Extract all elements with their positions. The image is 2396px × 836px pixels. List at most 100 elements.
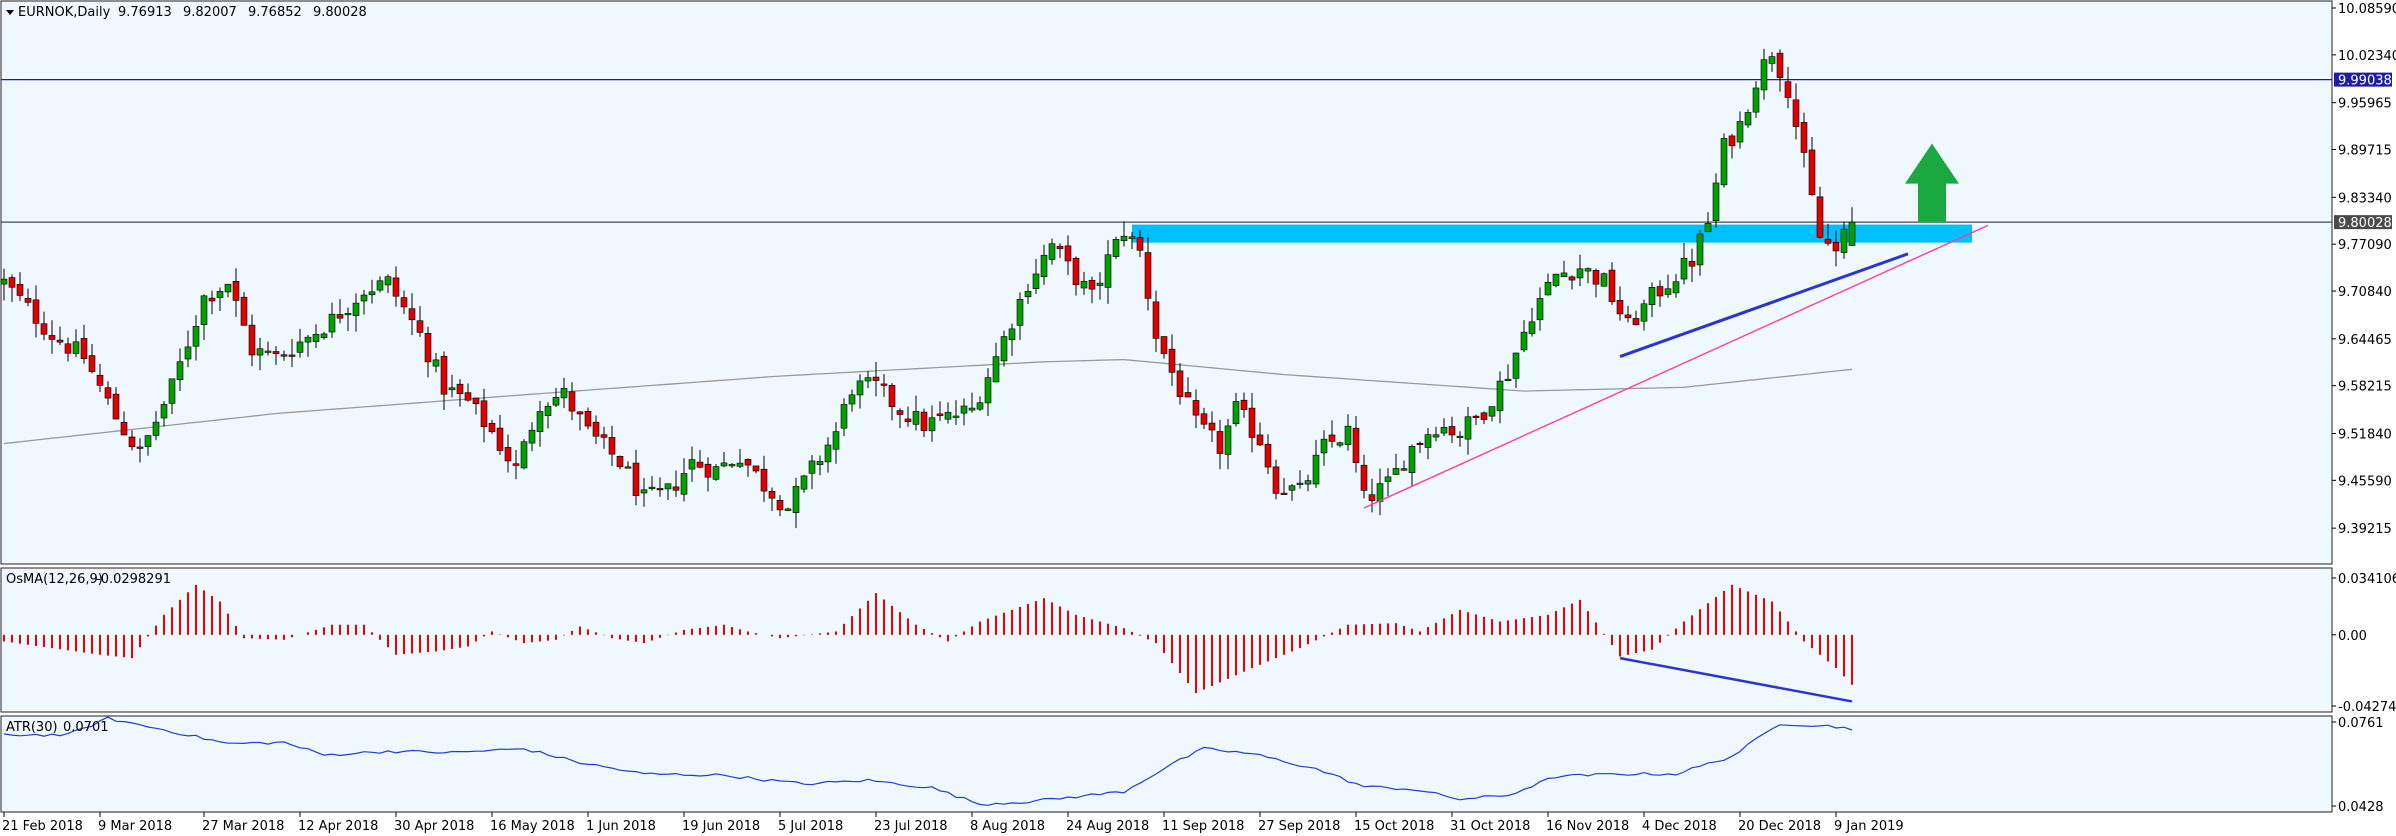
osma-title: OsMA(12,26,9): [6, 572, 103, 587]
candle-body: [16, 284, 24, 296]
candle-body: [520, 441, 528, 469]
candle-body: [1648, 286, 1656, 306]
candle-body: [664, 483, 672, 490]
atr-line: [3, 716, 1853, 806]
candle-body: [1360, 464, 1368, 491]
candle-body: [816, 461, 824, 465]
candle-body: [104, 387, 112, 399]
candle-body: [768, 490, 776, 499]
resistance-zone-layer: [1132, 224, 1972, 243]
candle-body: [480, 400, 488, 428]
candle-body: [392, 277, 400, 297]
candle-body: [352, 302, 360, 316]
atr-panel: 0.0761 0.0428 ATR(30) 0.0701: [0, 715, 2384, 815]
price-tick-label: 9.70840: [2338, 285, 2392, 300]
candle-body: [1608, 269, 1616, 302]
candle-body: [1336, 442, 1344, 446]
candle-body: [728, 464, 736, 467]
time-tick-label: 24 Aug 2018: [1066, 819, 1149, 834]
candle-body: [568, 391, 576, 412]
candle-body: [1840, 228, 1848, 253]
candle-body: [1152, 301, 1160, 339]
candle-body: [1216, 431, 1224, 454]
candle-body: [1416, 442, 1424, 446]
candle-body: [72, 341, 80, 354]
candle-body: [832, 431, 840, 450]
candle-body: [1248, 407, 1256, 438]
dropdown-triangle-icon[interactable]: [6, 10, 14, 15]
time-tick-label: 31 Oct 2018: [1450, 819, 1530, 834]
price-label-box-1: [2334, 215, 2392, 230]
candle-body: [1016, 299, 1024, 326]
candle-body: [920, 411, 928, 431]
candle-body: [1008, 328, 1016, 341]
price-tick-label: 10.02340: [2338, 49, 2396, 64]
candle-body: [112, 393, 120, 420]
candle-body: [1512, 352, 1520, 379]
candle-body: [560, 388, 568, 399]
candle-body: [344, 313, 352, 316]
candle-body: [616, 456, 624, 468]
candle-body: [1048, 243, 1056, 260]
time-tick-label: 27 Mar 2018: [202, 819, 284, 834]
candle-body: [944, 411, 952, 420]
candle-body: [1256, 434, 1264, 446]
candle-body: [1368, 494, 1376, 501]
candle-body: [1600, 273, 1608, 287]
time-tick-label: 1 Jun 2018: [586, 819, 656, 834]
candle-body: [592, 421, 600, 437]
osma-trend-line: [1619, 656, 1853, 703]
candle-body: [136, 446, 144, 449]
resistance-zone: [1132, 224, 1972, 243]
candle-body: [24, 297, 32, 303]
price-y-axis: 9.99038 9.80028 10.08590 10.02340 9.95965 9.8…: [2332, 2, 2396, 537]
candle-body: [1104, 254, 1112, 288]
candle-body: [1056, 245, 1064, 250]
time-tick-label: 8 Aug 2018: [970, 819, 1045, 834]
candle-body: [1664, 288, 1672, 295]
atr-plot-area: [0, 715, 2333, 813]
candle-body: [304, 336, 312, 343]
candle-body: [1728, 135, 1736, 147]
price-tick-label: 9.45590: [2338, 474, 2392, 489]
time-tick-label: 11 Sep 2018: [1162, 819, 1244, 834]
candle-body: [1792, 99, 1800, 127]
chart-header: EURNOK,Daily 9.76913 9.82007 9.76852 9.8…: [6, 5, 367, 20]
candle-body: [264, 350, 272, 353]
osma-tick-label: 0.0341064: [2338, 572, 2396, 587]
candle-body: [128, 436, 136, 448]
candle-body: [1296, 482, 1304, 485]
candle-body: [288, 354, 296, 357]
atr-title: ATR(30): [6, 720, 58, 735]
time-tick-label: 16 May 2018: [490, 819, 575, 834]
candle-body: [1400, 468, 1408, 471]
price-tick-label: 9.89715: [2338, 144, 2392, 159]
candle-body: [440, 355, 448, 395]
price-tick-label: 9.58215: [2338, 380, 2392, 395]
candle-body: [1560, 272, 1568, 278]
time-tick-label: 27 Sep 2018: [1258, 819, 1340, 834]
candle-body: [736, 462, 744, 467]
osma-y-axis: 0.0341064 0.00 -0.0427493: [2332, 572, 2396, 715]
candle-body: [152, 421, 160, 436]
osma-tick-label: 0.00: [2338, 629, 2367, 644]
atr-y-axis: 0.0761 0.0428: [2332, 716, 2384, 815]
candle-body: [960, 405, 968, 414]
candle-body: [464, 392, 472, 401]
candle-body: [1480, 412, 1488, 420]
candle-body: [1224, 425, 1232, 455]
candle-body: [1208, 422, 1216, 431]
candle-body: [1160, 336, 1168, 354]
candle-body: [1552, 273, 1560, 286]
candle-body: [608, 437, 616, 455]
candle-body: [1736, 121, 1744, 143]
candle-body: [1144, 252, 1152, 299]
candle-body: [32, 299, 40, 324]
candle-body: [1312, 454, 1320, 485]
candle-body: [752, 465, 760, 472]
candle-body: [1424, 434, 1432, 448]
candle-body: [904, 418, 912, 423]
candle-body: [1680, 257, 1688, 280]
candle-body: [1584, 268, 1592, 272]
candle-body: [328, 313, 336, 333]
